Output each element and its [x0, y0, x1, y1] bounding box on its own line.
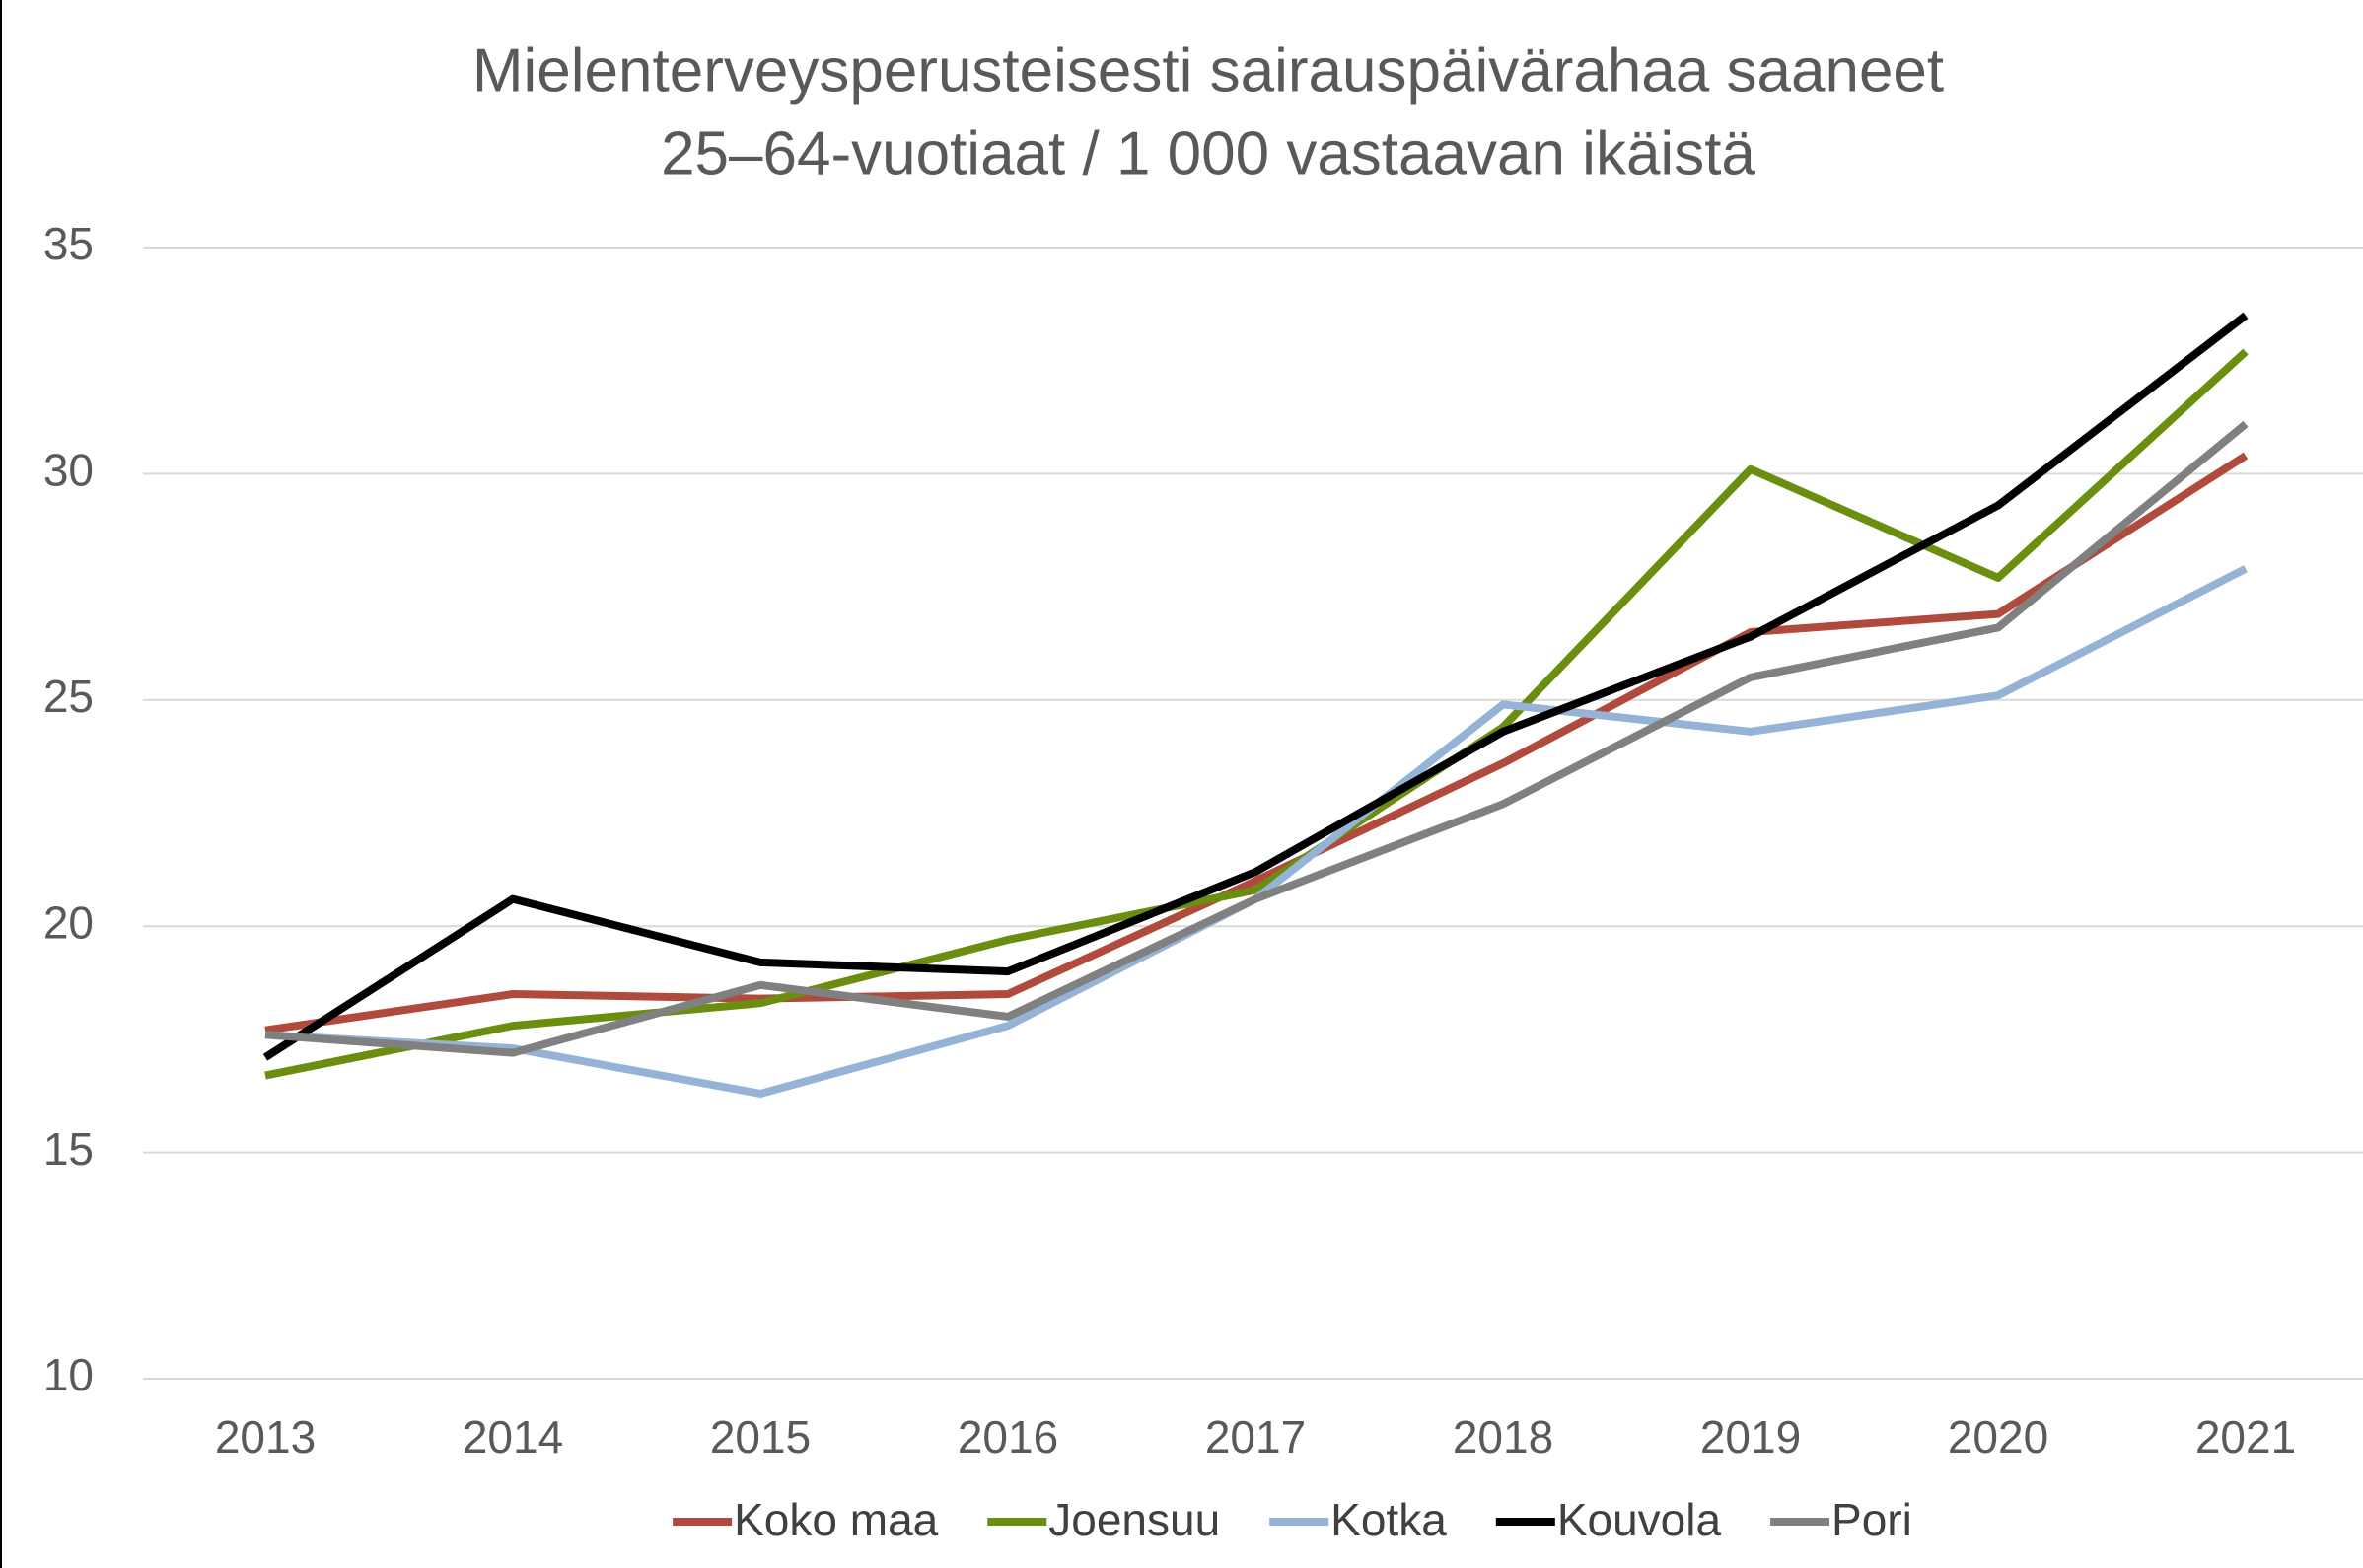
x-tick-label: 2015 — [710, 1411, 811, 1462]
legend-label: Pori — [1831, 1494, 1912, 1545]
x-tick-label: 2018 — [1453, 1411, 1553, 1462]
x-tick-label: 2019 — [1700, 1411, 1801, 1462]
x-tick-label: 2020 — [1948, 1411, 2048, 1462]
x-tick-label: 2021 — [2195, 1411, 2296, 1462]
data-line — [264, 420, 2249, 1057]
legend-label: Kotka — [1330, 1494, 1447, 1545]
y-tick-label: 25 — [43, 671, 94, 722]
data-line — [264, 348, 2249, 1080]
x-tick-label: 2014 — [463, 1411, 563, 1462]
x-tick-label: 2017 — [1205, 1411, 1306, 1462]
legend-label: Koko maa — [734, 1494, 939, 1545]
data-line — [264, 565, 2248, 1098]
y-tick-label: 10 — [43, 1349, 94, 1400]
y-tick-label: 30 — [43, 445, 94, 496]
x-tick-label: 2013 — [215, 1411, 316, 1462]
x-tick-label: 2016 — [958, 1411, 1058, 1462]
y-tick-label: 20 — [43, 896, 94, 948]
y-tick-label: 35 — [43, 218, 94, 269]
data-line — [264, 452, 2249, 1034]
y-tick-label: 15 — [43, 1123, 94, 1175]
data-line — [262, 312, 2249, 1061]
legend-label: Joensuu — [1048, 1494, 1220, 1545]
legend-label: Kouvola — [1557, 1494, 1722, 1545]
chart-title: Mielenterveysperusteisesti sairauspäivär… — [472, 36, 1944, 105]
chart-title: 25–64-vuotiaat / 1 000 vastaavan ikäistä — [661, 119, 1755, 187]
